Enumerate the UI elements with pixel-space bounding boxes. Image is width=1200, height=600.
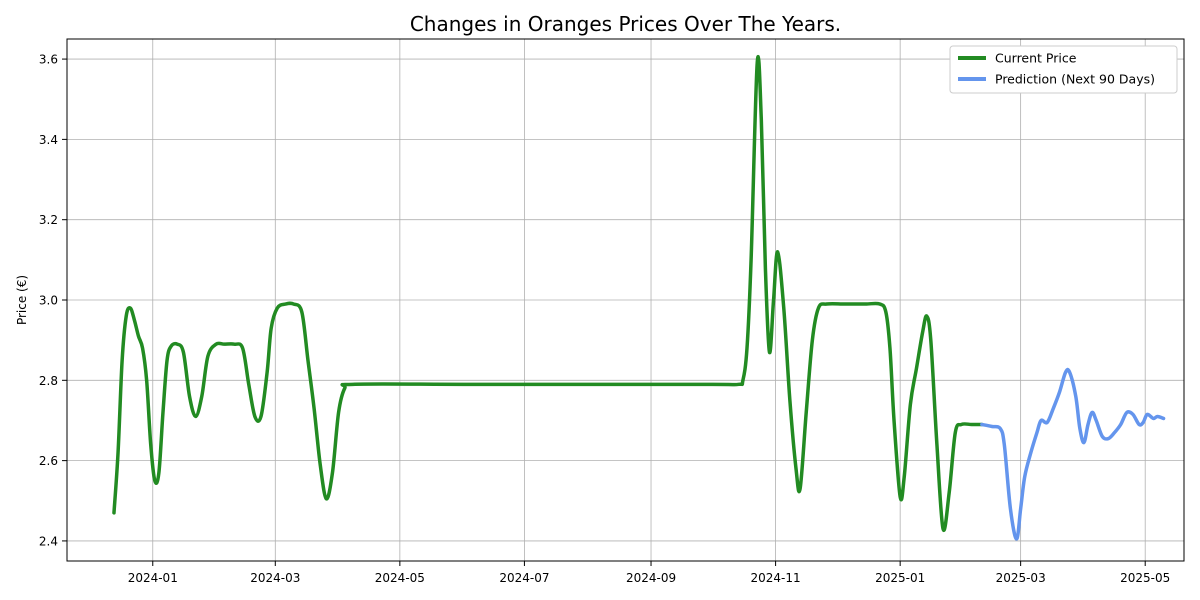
x-tick-label: 2024-05 — [375, 571, 425, 585]
x-tick-label: 2025-03 — [996, 571, 1046, 585]
x-tick-label: 2024-01 — [128, 571, 178, 585]
y-tick-label: 2.6 — [39, 454, 58, 468]
y-tick-label: 2.8 — [39, 374, 58, 388]
series-line-prediction — [980, 367, 1166, 541]
legend: Current Price Prediction (Next 90 Days) — [949, 45, 1178, 94]
y-axis-label: Price (€) — [15, 275, 29, 325]
series-lines — [112, 54, 1166, 541]
x-tick-label: 2024-09 — [626, 571, 676, 585]
y-tick-label: 3.0 — [39, 294, 58, 308]
x-tick-label: 2024-07 — [499, 571, 549, 585]
x-tick-label: 2025-05 — [1120, 571, 1170, 585]
y-tick-label: 3.4 — [39, 133, 58, 147]
axis-ticks: 2024-01 2024-03 2024-05 2024-07 2024-09 2024-… — [39, 53, 1170, 585]
x-tick-label: 2024-03 — [250, 571, 300, 585]
y-tick-label: 3.6 — [39, 53, 58, 67]
legend-label-prediction: Prediction (Next 90 Days) — [995, 72, 1155, 87]
series-line-current-price — [112, 54, 984, 533]
x-tick-label: 2025-01 — [875, 571, 925, 585]
grid — [67, 39, 1184, 561]
chart-title: Changes in Oranges Prices Over The Years… — [410, 12, 841, 36]
y-tick-label: 2.4 — [39, 534, 58, 548]
x-tick-label: 2024-11 — [751, 571, 801, 585]
legend-box — [949, 45, 1178, 94]
y-tick-label: 3.2 — [39, 213, 58, 227]
legend-label-current-price: Current Price — [995, 51, 1077, 66]
